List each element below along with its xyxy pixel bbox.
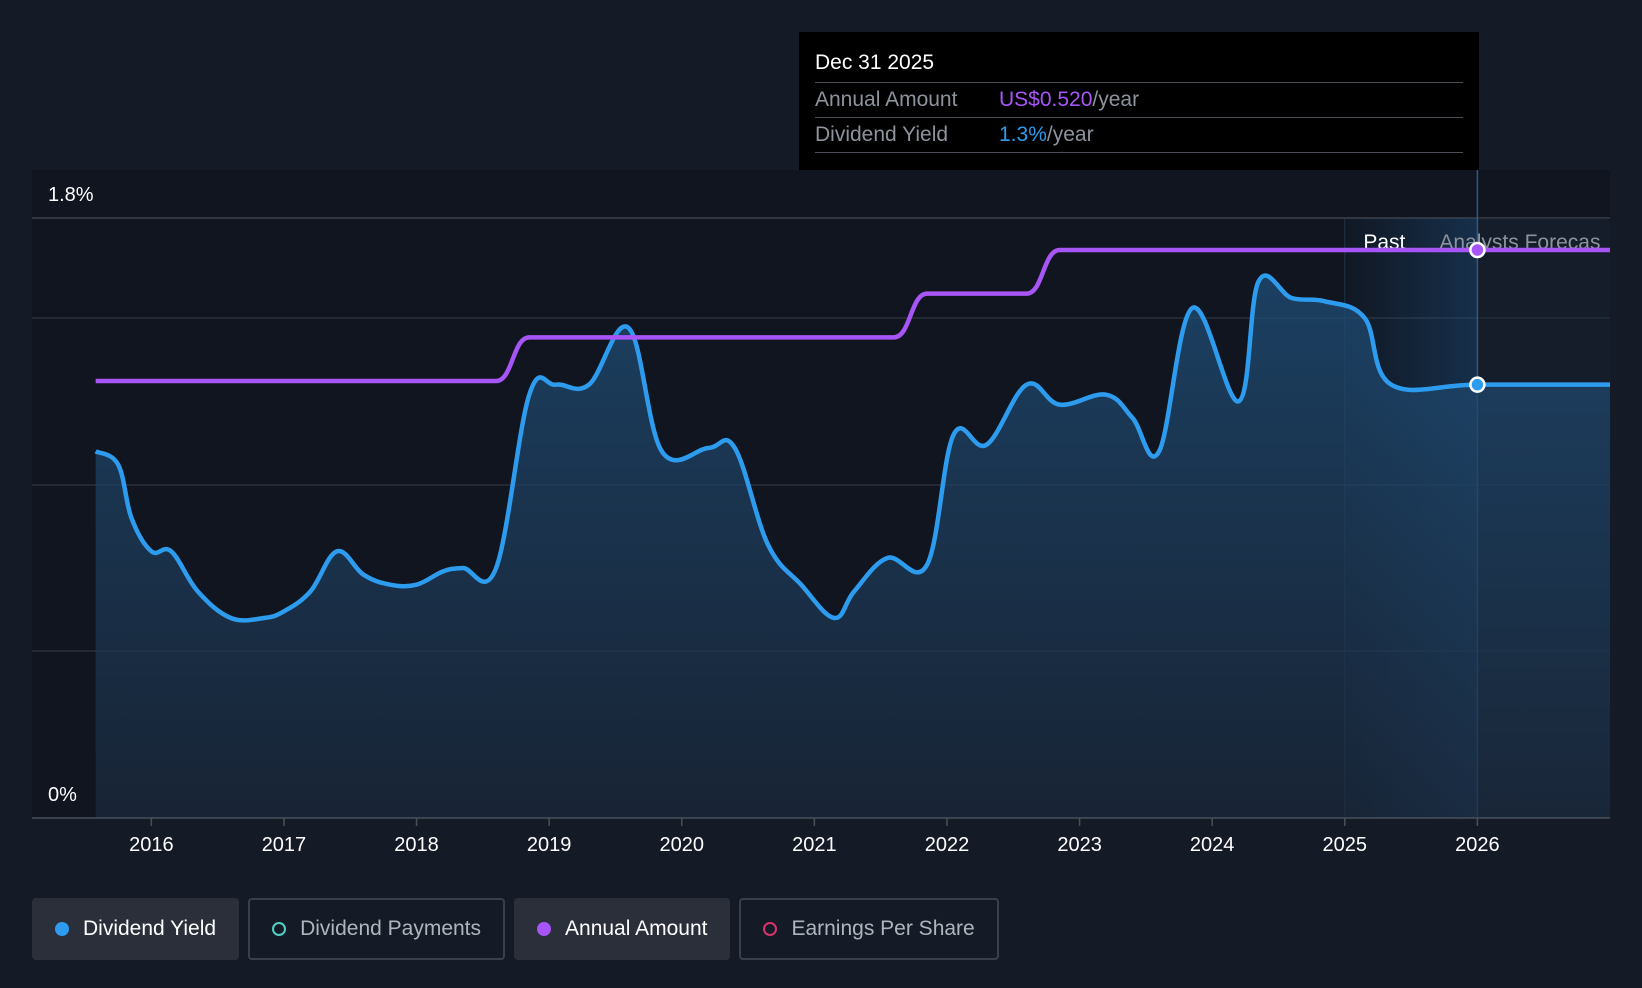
tooltip-row-annual-amount: Annual Amount US$0.520 /year [815,82,1463,117]
x-tick-label: 2022 [925,834,970,856]
tooltip-unit: /year [1046,123,1094,146]
tooltip: Dec 31 2025 Annual Amount US$0.520 /year… [799,32,1479,170]
legend-dividend-payments-button[interactable]: Dividend Payments [248,898,506,960]
legend-label: Dividend Yield [83,917,217,940]
legend-earnings-per-share-button[interactable]: Earnings Per Share [739,898,999,960]
tooltip-row-dividend-yield: Dividend Yield 1.3% /year [815,117,1463,153]
tooltip-unit: /year [1092,88,1140,111]
hollow-dot-icon [763,922,778,936]
tooltip-value: 1.3% [999,123,1047,146]
x-tick-label: 2023 [1057,834,1102,856]
y-axis-top-label: 1.8% [48,184,94,206]
legend-annual-amount-button[interactable]: Annual Amount [514,898,731,960]
x-tick-label: 2020 [660,834,705,856]
dividend-yield-highlight-point [1469,376,1486,393]
dividend-yield-area [95,275,1611,818]
tooltip-label: Annual Amount [815,88,958,111]
x-tick-label: 2017 [262,834,307,856]
x-tick-label: 2016 [129,834,174,856]
annual-amount-line [95,247,1610,384]
legend: Dividend Yield Dividend Payments Annual … [32,898,999,960]
legend-label: Dividend Payments [300,917,482,940]
filled-dot-icon [55,922,69,936]
x-tick-label: 2025 [1323,834,1368,856]
x-tick-label: 2019 [527,834,572,856]
filled-dot-icon [537,922,552,936]
tooltip-label: Dividend Yield [815,123,949,146]
tooltip-value: US$0.520 [999,88,1093,111]
annual-amount-highlight-point [1469,241,1486,259]
legend-label: Annual Amount [565,917,708,940]
y-axis-bottom-label: 0% [48,784,77,806]
x-tick-label: 2018 [394,834,439,856]
legend-dividend-yield-button[interactable]: Dividend Yield [32,898,240,960]
x-tick-label: 2026 [1455,834,1500,856]
legend-label: Earnings Per Share [791,917,975,940]
dividend-yield-line [94,273,1610,623]
tooltip-date: Dec 31 2025 [815,51,935,74]
hollow-dot-icon [272,922,287,936]
x-tick-label: 2021 [792,834,837,856]
x-tick-label: 2024 [1190,834,1235,856]
